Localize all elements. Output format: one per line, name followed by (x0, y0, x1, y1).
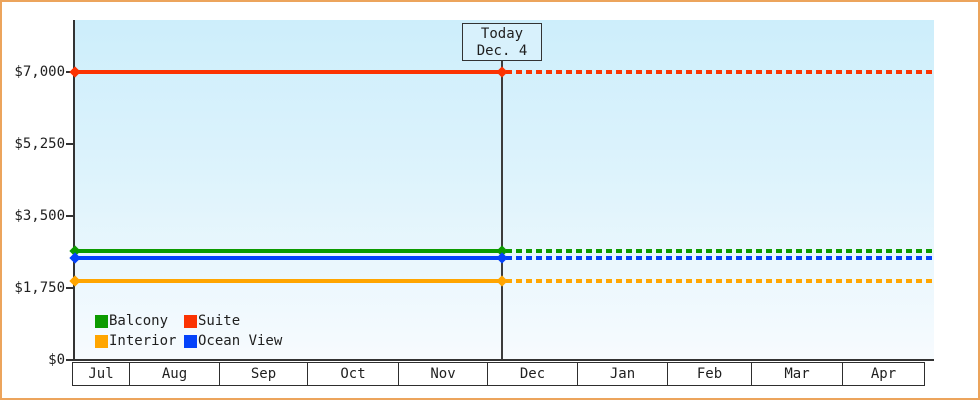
legend-item-interior: Interior (95, 333, 177, 349)
legend-swatch (184, 334, 197, 348)
series-line-solid-interior (75, 279, 502, 283)
today-date: Dec. 4 (476, 43, 528, 59)
series-line-dashed-balcony (502, 248, 934, 253)
series-marker (496, 66, 508, 78)
y-axis-tick-mark (66, 143, 74, 145)
month-cell-dec: Dec (487, 362, 578, 386)
y-axis-tick-mark (66, 287, 74, 289)
legend-label: Ocean View (198, 333, 283, 349)
legend-swatch (95, 314, 108, 328)
y-axis-tick-label: $7,000 (14, 64, 65, 80)
legend-swatch (95, 334, 108, 348)
series-marker (69, 275, 81, 287)
series-marker (496, 252, 508, 264)
today-line (501, 61, 503, 359)
series-line-solid-suite (75, 70, 502, 74)
x-axis-month-strip: Jul Aug Sep Oct Nov Dec Jan Feb Mar Apr (72, 362, 925, 386)
month-cell-aug: Aug (129, 362, 220, 386)
series-marker (496, 275, 508, 287)
month-cell-nov: Nov (398, 362, 488, 386)
series-line-solid-ocean-view (75, 255, 502, 260)
month-cell-jul: Jul (72, 362, 130, 386)
legend-label: Suite (198, 313, 241, 329)
y-axis-tick-label: $5,250 (14, 136, 65, 152)
legend-swatch (184, 314, 197, 328)
month-cell-mar: Mar (751, 362, 843, 386)
plot-area: Today Dec. 4 Balcony Suite Interior Ocean V… (69, 20, 934, 361)
legend-item-balcony: Balcony (95, 313, 169, 329)
y-axis-tick-label: $3,500 (14, 208, 65, 224)
legend-label: Interior (109, 333, 177, 349)
y-axis-tick-mark (66, 359, 74, 361)
series-line-dashed-interior (502, 279, 934, 283)
month-cell-sep: Sep (219, 362, 308, 386)
legend-item-ocean-view: Ocean View (184, 333, 283, 349)
series-line-dashed-ocean-view (502, 255, 934, 260)
y-axis-tick-label: $1,750 (14, 280, 65, 296)
month-cell-jan: Jan (577, 362, 668, 386)
month-cell-oct: Oct (307, 362, 399, 386)
today-label: Today (480, 26, 524, 42)
y-axis-tick-label: $0 (48, 352, 65, 368)
legend-item-suite: Suite (184, 313, 241, 329)
series-line-solid-balcony (75, 248, 502, 253)
month-cell-feb: Feb (667, 362, 752, 386)
month-cell-apr: Apr (842, 362, 925, 386)
series-marker (69, 252, 81, 264)
legend-label: Balcony (109, 313, 169, 329)
today-annotation: Today Dec. 4 (462, 23, 542, 61)
series-marker (69, 66, 81, 78)
series-line-dashed-suite (502, 70, 934, 74)
y-axis-tick-mark (66, 215, 74, 217)
